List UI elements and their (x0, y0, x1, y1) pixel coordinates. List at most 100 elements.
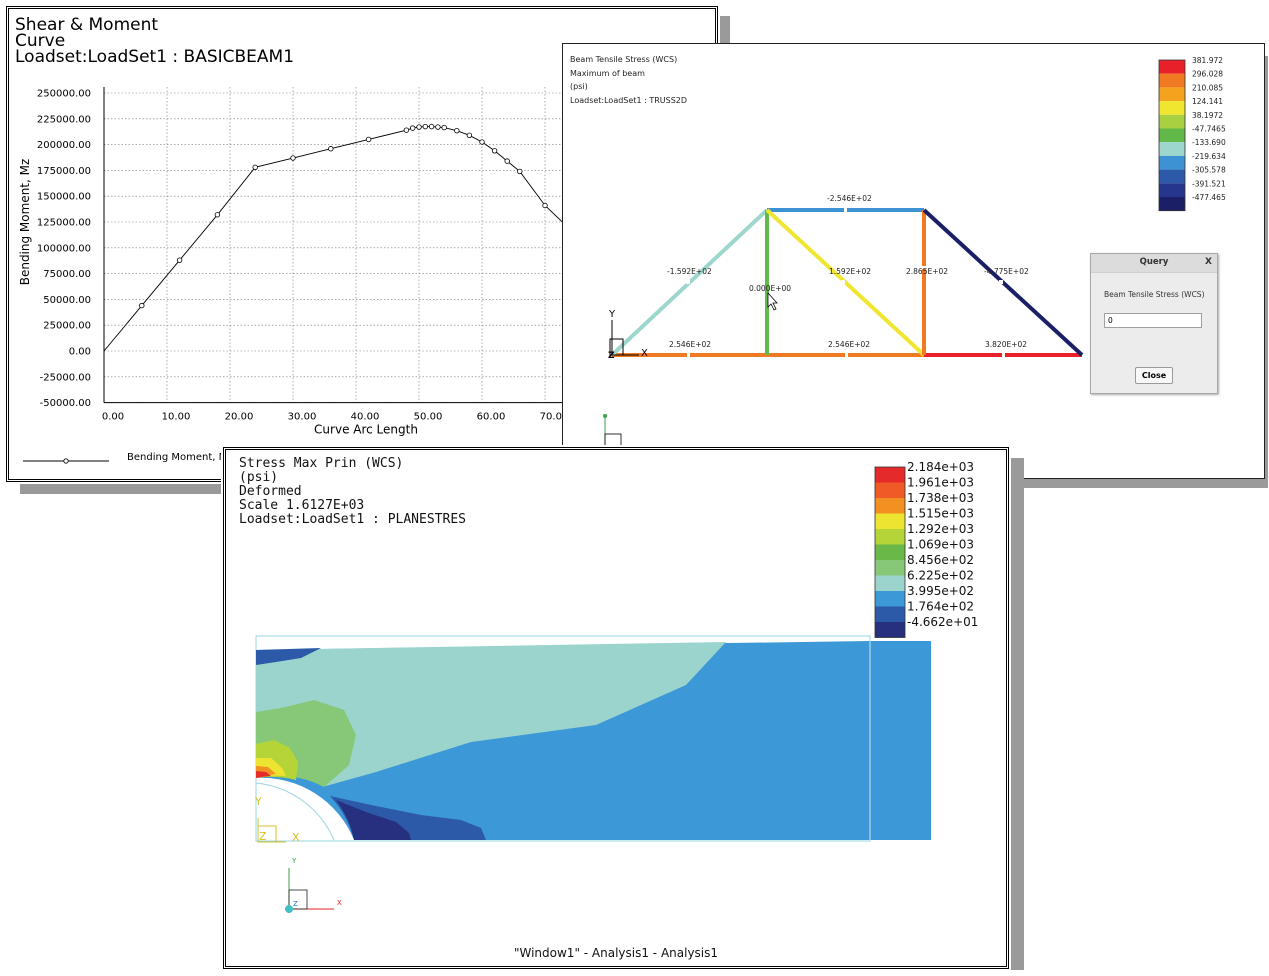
data-point-marker (422, 123, 428, 130)
data-point-marker (428, 123, 435, 130)
data-point-marker (454, 127, 460, 134)
data-point-marker (416, 124, 422, 130)
y-tick-label: 125000.00 (37, 218, 91, 229)
plane-small-triad: Y X Z (285, 857, 342, 913)
y-tick-label: 50000.00 (43, 295, 91, 306)
plane-title-line4: Scale 1.6127E+03 (239, 498, 365, 513)
y-tick-label: 25000.00 (43, 321, 91, 332)
legend-value: 6.225e+02 (907, 569, 974, 583)
legend-swatch (875, 498, 905, 514)
y-tick-label: 200000.00 (37, 140, 91, 151)
truss-title-line2: Maximum of beam (570, 68, 645, 78)
query-dialog[interactable]: Query X Beam Tensile Stress (WCS) Close (1090, 253, 1218, 394)
query-close-button[interactable]: Close (1135, 367, 1173, 384)
x-tick-label: 0.00 (102, 412, 124, 423)
truss-axis-x: X (641, 348, 648, 359)
data-point-marker (328, 146, 334, 152)
truss-title-line1: Beam Tensile Stress (WCS) (570, 55, 678, 64)
legend-swatch (875, 606, 905, 622)
query-field-label: Beam Tensile Stress (WCS) (1104, 290, 1205, 299)
truss-title-line4: Loadset:LoadSet1 : TRUSS2D (570, 95, 688, 105)
legend-value: -391.521 (1192, 179, 1226, 188)
y-tick-label: 225000.00 (37, 114, 91, 125)
member-label-bottom-3: 3.820E+02 (985, 340, 1027, 349)
data-point-marker (176, 257, 183, 263)
close-icon[interactable]: X (1205, 257, 1212, 267)
legend-swatch (1159, 155, 1185, 170)
legend-value: 1.764e+02 (907, 600, 974, 614)
legend-value: 296.028 (1192, 70, 1223, 79)
legend-swatch (875, 482, 905, 498)
mouse-cursor-icon (767, 291, 778, 311)
data-point-marker (290, 155, 296, 161)
legend-swatch (1159, 114, 1185, 129)
data-point-marker (504, 158, 510, 164)
legend-value: 1.069e+03 (907, 538, 974, 552)
truss-small-triad (603, 414, 622, 447)
plane-stress-window[interactable]: Stress Max Prin (WCS) (psi) Deformed Sca… (221, 445, 1011, 971)
plane-footer: "Window1" - Analysis1 - Analysis1 (513, 946, 719, 960)
stress-contours (256, 641, 931, 840)
legend-swatch (1159, 101, 1185, 115)
truss-axis-y: Y (608, 309, 616, 320)
legend-marker (63, 458, 69, 464)
legend-swatch (1159, 128, 1185, 143)
plane-color-legend: 2.184e+03 1.961e+031.738e+03 1.515e+031.29… (874, 460, 978, 638)
truss-axis-z: Z (608, 351, 615, 361)
plane-title: Stress Max Prin (WCS) (psi) Deformed Sca… (239, 457, 466, 527)
plane-axis-triad-yellow: Y Z X (254, 795, 300, 844)
data-point-marker (214, 212, 221, 218)
legend-value: 8.456e+02 (907, 553, 974, 567)
legend-swatch (1159, 60, 1185, 74)
data-point-marker (403, 127, 410, 133)
legend-value: 124.141 (1192, 97, 1223, 106)
shear-title-line1: Shear & Moment (15, 15, 159, 35)
legend-value: 381.972 (1192, 56, 1223, 65)
truss-title-line3: (psi) (570, 82, 588, 91)
legend-swatch (1159, 87, 1185, 102)
legend-value: 1.292e+03 (907, 522, 974, 536)
x-tick-label: 10.00 (162, 412, 191, 423)
y-tick-label: 100000.00 (37, 243, 91, 254)
legend-swatch (875, 544, 905, 560)
truss-window[interactable]: Beam Tensile Stress (WCS) Maximum of bea… (562, 43, 1265, 479)
legend-value: 1.515e+03 (907, 507, 974, 521)
truss-axis-triad: Y X Z (608, 309, 648, 361)
legend-swatch (875, 575, 905, 591)
data-point-marker (491, 148, 498, 154)
shear-title-line3: Loadset:LoadSet1 : BASICBEAM1 (15, 47, 295, 67)
legend-value: 2.184e+03 (907, 460, 974, 474)
legend-value: 38.1972 (1192, 111, 1223, 120)
legend-value: -305.578 (1192, 166, 1226, 175)
y-tick-label: -50000.00 (40, 398, 91, 409)
data-point-marker (441, 124, 447, 131)
legend-value: -4.662e+01 (907, 615, 978, 629)
y-tick-label: -25000.00 (40, 372, 91, 383)
data-point-marker (410, 125, 416, 131)
query-value-field[interactable] (1104, 313, 1202, 328)
y-tick-label: 150000.00 (37, 192, 91, 203)
plane-axis-x: X (292, 831, 300, 844)
plane-title-line1: Stress Max Prin (WCS) (239, 456, 404, 471)
y-tick-label: 75000.00 (43, 269, 91, 280)
y-tick-label: 250000.00 (37, 89, 91, 100)
truss-color-legend: 381.972 296.028 210.085 124.141 38.1972 -47.7… (1158, 56, 1226, 212)
member-label-left-diag: -1.592E+02 (667, 267, 712, 276)
member-center-diagonal (765, 208, 926, 357)
plane-axis-z: Z (259, 830, 267, 843)
legend-value: -133.690 (1192, 138, 1226, 147)
data-point-marker (466, 132, 473, 139)
member-label-bottom-1: 2.546E+02 (669, 340, 711, 349)
legend-swatch (875, 560, 905, 576)
legend-swatch (1159, 169, 1185, 184)
legend-swatch (875, 529, 905, 545)
legend-swatch (875, 467, 905, 483)
data-point-marker (517, 168, 523, 175)
legend-value: 1.738e+03 (907, 491, 974, 505)
truss-members (610, 208, 1084, 357)
plane-title-line5: Loadset:LoadSet1 : PLANESTRES (239, 512, 466, 527)
member-label-center-diag: 1.592E+02 (829, 267, 871, 276)
legend-value: 210.085 (1192, 83, 1223, 92)
y-axis-label: Bending Moment, Mz (18, 159, 32, 286)
member-breaks (686, 205, 1005, 360)
